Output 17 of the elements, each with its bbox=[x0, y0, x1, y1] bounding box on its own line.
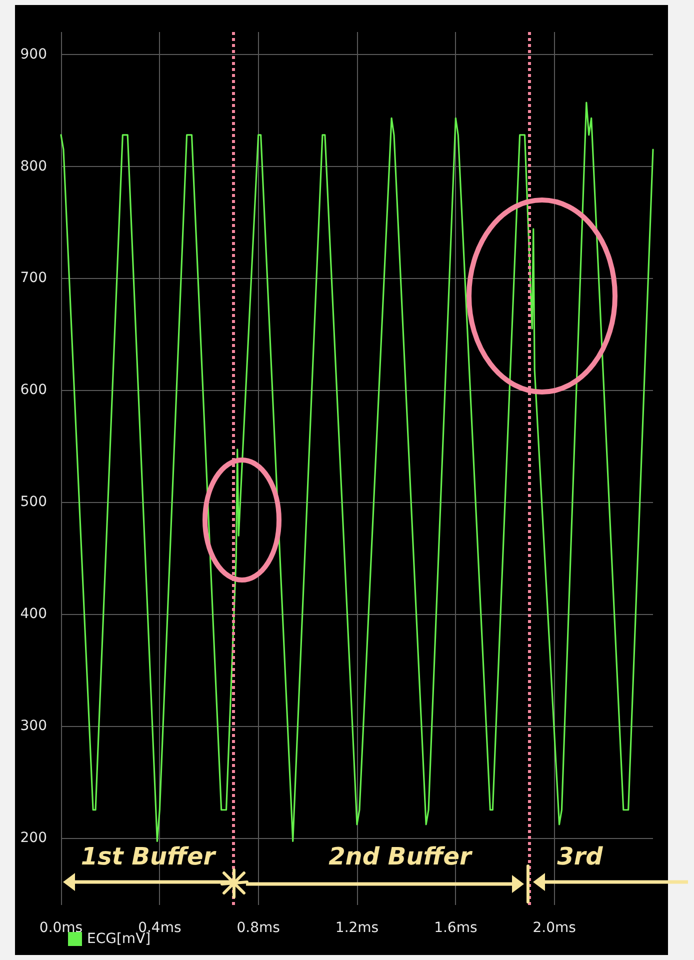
x-tick-label: 1.6ms bbox=[434, 920, 478, 936]
y-tick-label: 600 bbox=[20, 382, 47, 398]
x-tick-label: 0.0ms bbox=[39, 920, 83, 936]
y-tick-label: 400 bbox=[20, 606, 47, 622]
y-tick-label: 200 bbox=[20, 830, 47, 846]
y-tick-label: 500 bbox=[20, 494, 47, 510]
y-tick-label: 700 bbox=[20, 270, 47, 286]
y-tick-label: 800 bbox=[20, 158, 47, 174]
x-tick-label: 0.8ms bbox=[236, 920, 280, 936]
annotation: 3rd bbox=[557, 842, 604, 871]
x-tick-label: 2.0ms bbox=[532, 920, 576, 936]
annotation: 2nd Buffer bbox=[328, 842, 474, 871]
x-tick-label: 1.2ms bbox=[335, 920, 379, 936]
y-tick-label: 900 bbox=[20, 46, 47, 62]
line-series bbox=[60, 102, 654, 842]
annotation: 1st Buffer bbox=[80, 842, 218, 871]
y-tick-label: 300 bbox=[20, 718, 47, 734]
